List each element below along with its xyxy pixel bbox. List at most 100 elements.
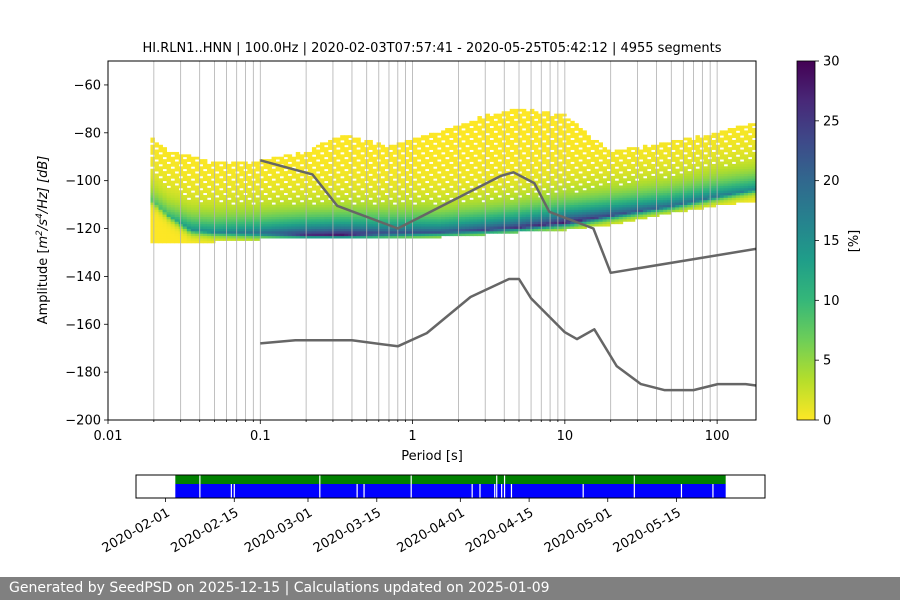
psd-cell [485, 178, 490, 182]
psd-cell [638, 211, 644, 215]
psd-cell [356, 221, 361, 225]
psd-cell [231, 235, 236, 239]
psd-cell [295, 173, 301, 177]
psd-cell [550, 144, 555, 148]
psd-cell [529, 195, 535, 198]
psd-cell [311, 147, 317, 150]
psd-cell [505, 214, 511, 217]
psd-cell [606, 197, 612, 201]
psd-cell [469, 147, 474, 150]
psd-cell [489, 144, 494, 148]
psd-cell [554, 173, 559, 177]
psd-cell [396, 209, 402, 213]
psd-cell [509, 218, 515, 222]
psd-cell [550, 130, 555, 134]
psd-cell [525, 209, 531, 213]
psd-cell [352, 173, 357, 177]
psd-cell [509, 221, 515, 225]
psd-cell [465, 128, 470, 131]
psd-cell [610, 218, 616, 222]
psd-cell [158, 233, 163, 237]
psd-cell [202, 223, 208, 227]
psd-cell [154, 183, 159, 186]
psd-cell [723, 166, 729, 170]
psd-cell [158, 228, 163, 232]
psd-cell [606, 190, 612, 194]
psd-cell [400, 154, 406, 158]
psd-cell [247, 214, 252, 217]
psd-cell [182, 173, 188, 177]
psd-cell [485, 163, 490, 167]
psd-cell [412, 183, 418, 186]
psd-cell [263, 206, 268, 210]
psd-cell [638, 202, 644, 205]
psd-cell [481, 185, 486, 189]
psd-cell [489, 192, 494, 196]
psd-cell [271, 218, 276, 222]
psd-cell [517, 216, 523, 220]
psd-cell [497, 128, 503, 131]
psd-cell [554, 147, 559, 150]
psd-cell [727, 197, 733, 201]
psd-cell [408, 233, 414, 237]
psd-cell [424, 175, 430, 179]
psd-cell [529, 223, 535, 227]
psd-cell [554, 171, 559, 174]
psd-cell [182, 195, 188, 198]
psd-cell [493, 149, 499, 153]
psd-cell [368, 202, 373, 205]
psd-cell [723, 161, 729, 165]
psd-cell [174, 228, 180, 232]
psd-cell [679, 144, 684, 148]
psd-cell [320, 168, 325, 172]
psd-cell [283, 223, 289, 227]
psd-cell [521, 171, 527, 174]
psd-cell [255, 173, 260, 177]
psd-cell [206, 180, 212, 184]
psd-cell [198, 206, 204, 210]
psd-cell [344, 199, 349, 203]
psd-cell [344, 161, 349, 165]
psd-cell [578, 154, 583, 158]
psd-cell [671, 180, 676, 184]
psd-cell [287, 187, 293, 191]
psd-cell [602, 161, 608, 165]
psd-cell [299, 185, 305, 189]
psd-cell [223, 214, 228, 217]
psd-cell [441, 195, 446, 198]
psd-cell [699, 166, 704, 170]
psd-cell [348, 230, 353, 234]
psd-cell [271, 206, 276, 210]
psd-cell [336, 166, 341, 170]
psd-cell [198, 195, 204, 198]
psd-cell [352, 226, 357, 229]
psd-cell [521, 149, 527, 153]
psd-cell [671, 168, 676, 172]
psd-cell [182, 218, 188, 222]
psd-cell [489, 135, 494, 138]
psd-cell [525, 214, 531, 217]
psd-cell [562, 197, 567, 201]
psd-cell [392, 199, 398, 203]
psd-cell [235, 161, 240, 165]
psd-cell [513, 195, 519, 198]
psd-cell [368, 187, 373, 191]
psd-cell [655, 163, 660, 167]
psd-cell [671, 178, 676, 182]
psd-cell [582, 214, 587, 217]
psd-cell [174, 163, 180, 167]
psd-cell [299, 180, 305, 184]
psd-cell [420, 221, 426, 225]
psd-cell [344, 142, 349, 146]
psd-cell [546, 154, 551, 158]
psd-cell [424, 202, 430, 205]
psd-cell [727, 185, 733, 189]
psd-cell [255, 199, 260, 203]
psd-cell [663, 211, 668, 215]
psd-cell [227, 233, 232, 237]
psd-cell [513, 128, 519, 131]
psd-cell [307, 175, 313, 179]
psd-cell [219, 161, 224, 165]
psd-cell [356, 144, 361, 148]
psd-cell [315, 199, 321, 203]
